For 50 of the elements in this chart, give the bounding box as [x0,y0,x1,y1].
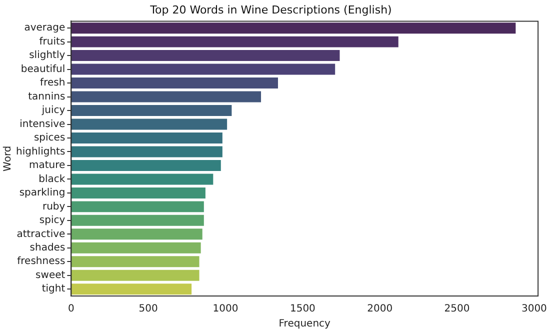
x-tick-label: 2000 [367,304,393,315]
y-axis-title: Word [2,146,14,172]
y-tick-label: fresh [40,78,66,89]
y-tick-label: juicy [40,105,66,116]
y-tick-label: freshness [17,256,66,268]
y-tick-label: attractive [16,228,66,240]
x-tick-label: 1000 [212,304,238,315]
y-tick-label: tight [42,284,66,295]
bar [71,160,221,171]
bar [71,187,206,198]
y-tick-label: spices [34,132,66,144]
bar [71,174,214,185]
bar [71,78,278,89]
bar [71,284,192,295]
x-tick-label: 500 [138,304,158,315]
y-tick-label: slightly [29,50,66,62]
bar [71,201,204,212]
bar [71,146,222,158]
x-axis-title: Frequency [278,318,331,330]
y-tick-label: black [38,174,66,185]
bar [71,228,202,240]
x-tick-label: 2500 [444,304,470,315]
y-tick-label: beautiful [20,64,66,75]
y-tick-label: shades [30,242,66,254]
y-tick-label: fruits [39,36,66,48]
y-tick-label: highlights [16,146,66,158]
y-tick-label: mature [29,160,66,172]
y-tick-label: spicy [39,215,66,226]
bar [71,132,222,144]
bar [71,50,340,62]
y-tick-label: tannins [28,91,66,102]
y-tick-label: average [24,22,66,34]
bar [71,91,262,102]
bar [71,22,516,34]
bar [71,105,232,116]
bar [71,118,228,130]
x-tick-label: 1500 [290,304,316,315]
x-tick-label: 3000 [521,304,547,315]
bar [71,214,204,226]
y-tick-label: ruby [42,201,66,212]
bar [71,36,398,48]
bar [71,270,200,281]
y-tick-label: intensive [20,118,66,130]
bar [71,64,336,75]
y-tick-label: sparkling [19,188,66,199]
bar [71,242,201,254]
bar [71,256,200,268]
chart-title: Top 20 Words in Wine Descriptions (English) [149,3,392,16]
x-tick-label: 0 [68,304,74,315]
y-tick-label: sweet [36,270,66,281]
